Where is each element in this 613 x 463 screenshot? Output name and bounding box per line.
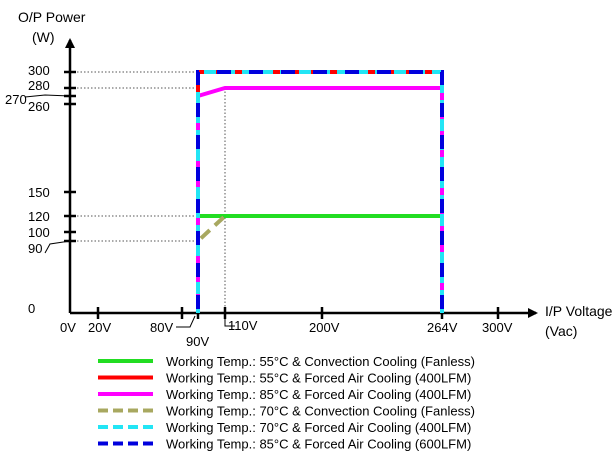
series-line xyxy=(196,70,444,313)
x-tick-label: 80V xyxy=(150,320,173,335)
y-tick-label: 300 xyxy=(28,63,50,78)
legend-label: Working Temp.: 70°C & Forced Air Cooling… xyxy=(166,420,471,435)
guide-lines xyxy=(70,71,442,313)
legend-label: Working Temp.: 85°C & Forced Air Cooling… xyxy=(166,437,471,452)
y-tick-label: 270 xyxy=(5,92,27,107)
x-tick-label: 300V xyxy=(482,320,513,335)
y-tick-label: 0 xyxy=(28,301,35,316)
legend-label: Working Temp.: 55°C & Forced Air Cooling… xyxy=(166,371,471,386)
y-tick-label: 100 xyxy=(28,225,50,240)
series-line xyxy=(196,70,444,313)
legend-label: Working Temp.: 85°C & Forced Air Cooling… xyxy=(166,387,471,402)
y-label-leader xyxy=(44,240,71,254)
legend-label: Working Temp.: 70°C & Convection Cooling… xyxy=(166,404,475,419)
y-axis-unit: (W) xyxy=(32,29,55,45)
y-axis-title: O/P Power xyxy=(18,9,86,25)
y-label-leader xyxy=(24,94,71,98)
y-tick-label: 120 xyxy=(28,209,50,224)
y-tick-label: 90 xyxy=(28,241,42,256)
x-axis-unit: (Vac) xyxy=(545,323,577,339)
y-tick-label: 280 xyxy=(28,78,50,93)
x-label-leader xyxy=(224,316,235,327)
x-label-leader xyxy=(176,315,196,328)
series-line xyxy=(196,214,444,313)
legend-label: Working Temp.: 55°C & Convection Cooling… xyxy=(166,354,475,369)
x-tick-label: 200V xyxy=(309,320,340,335)
x-tick-label: 0V xyxy=(60,320,76,335)
series-lines xyxy=(196,70,444,313)
x-tick-label: 20V xyxy=(88,320,111,335)
legend: Working Temp.: 55°C & Convection Cooling… xyxy=(98,354,475,452)
x-tick-label: 90V xyxy=(186,334,209,349)
series-line xyxy=(196,86,444,313)
y-tick-label: 150 xyxy=(28,185,50,200)
y-tick-label: 260 xyxy=(28,99,50,114)
x-tick-label: 264V xyxy=(427,320,458,335)
series-line xyxy=(196,70,444,313)
axes xyxy=(65,38,538,318)
series-line xyxy=(196,214,227,313)
x-tick-label: 110V xyxy=(228,318,258,333)
x-axis-title: I/P Voltage xyxy=(545,303,613,319)
